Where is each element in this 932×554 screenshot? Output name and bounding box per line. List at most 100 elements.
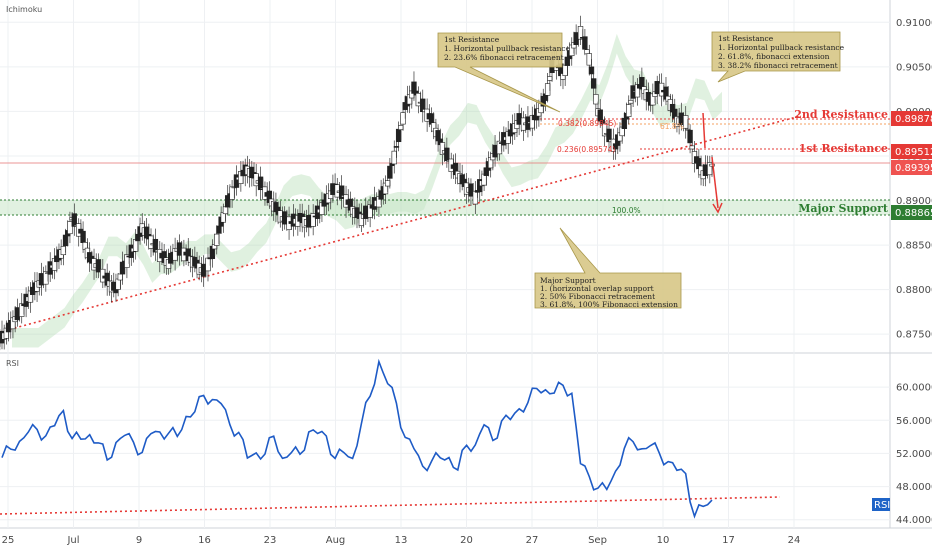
candle-body [216, 225, 222, 234]
rsi-pane[interactable] [0, 354, 890, 528]
candle-body [709, 163, 715, 167]
support-note[interactable]: Major Support 1. (horizontal overlap sup… [534, 227, 682, 309]
rsi-tick-label: 48.0000 [896, 482, 932, 493]
candle-body [584, 49, 590, 55]
candle-body [562, 64, 568, 76]
ascending-trendline[interactable] [0, 115, 801, 333]
resistance-note-right-line-1: 1st Resistance [718, 34, 774, 43]
candle-body [14, 307, 21, 321]
candle-body [60, 246, 67, 256]
resistance-note-right[interactable]: 1st Resistance 1. Horizontal pullback re… [711, 31, 845, 83]
candle-body [395, 128, 402, 143]
support-note-line-4: 3. 61.8%, 100% Fibonacci extension [540, 300, 678, 309]
fib-236-label: 0.236(0.89574) [557, 145, 615, 154]
candle-body [687, 129, 693, 144]
candle-body [398, 125, 404, 130]
price-axis[interactable]: 0.910000.905000.900000.895000.890000.885… [896, 18, 932, 341]
time-tick-label: 17 [722, 535, 735, 546]
candle-body [253, 173, 259, 187]
time-tick-label: 20 [460, 535, 473, 546]
candle-body [214, 233, 220, 246]
first-resistance-value: 0.89512 [895, 147, 932, 158]
time-tick-label: 13 [395, 535, 408, 546]
time-tick-label: 16 [198, 535, 211, 546]
candle-body [176, 242, 183, 256]
support-zone [0, 200, 890, 215]
drop-arrow-head [712, 202, 723, 214]
time-tick-label: Jul [66, 535, 79, 546]
resistance-note-left-line-1: 1st Resistance [444, 35, 500, 44]
rsi-tag-label: RSI [874, 500, 890, 511]
candle-body [654, 81, 660, 95]
resistance-note-right-line-3: 2. 61.8%, fibonacci extension [718, 52, 830, 61]
price-candles [0, 15, 715, 351]
candle-body [62, 234, 69, 247]
candle-body [544, 83, 551, 96]
time-tick-label: 9 [136, 535, 142, 546]
candle-body [233, 174, 240, 188]
fib-618-label: 61.8% [660, 122, 684, 131]
candle-body [415, 93, 422, 107]
resistance-note-right-line-2: 1. Horizontal pullback resistance [718, 43, 845, 52]
candle-body [582, 36, 588, 50]
candle-body [100, 268, 106, 283]
current-price-tag: 0.89395 [891, 160, 932, 175]
resistance-note-left-line-2: 1. Horizontal pullback resistance [444, 44, 571, 53]
candle-body [472, 190, 479, 205]
candle-body [80, 230, 86, 244]
support-note-line-2: 1. (horizontal overlap support [540, 284, 654, 293]
rsi-tick-label: 60.0000 [896, 383, 932, 394]
candle-body [586, 53, 592, 66]
rsi-trendline[interactable] [0, 496, 781, 515]
second-resistance-value: 0.89878 [895, 114, 932, 125]
support-note-line-1: Major Support [540, 276, 596, 285]
rsi-series-group [1, 358, 713, 519]
major-support-value: 0.88865 [895, 208, 932, 219]
rsi-axis[interactable]: 60.0000 56.0000 52.0000 48.0000 44.0000 [896, 383, 932, 527]
candle-body [384, 180, 391, 187]
drop-arrow-upper [702, 112, 706, 149]
current-price-value: 0.89395 [895, 163, 932, 174]
candle-body [132, 239, 139, 252]
first-resistance-tag: 0.89512 [891, 144, 932, 159]
candle-body [400, 112, 406, 125]
ichimoku-indicator-label[interactable]: Ichimoku [6, 5, 42, 14]
candle-body [393, 146, 400, 148]
time-tick-label: 25 [2, 535, 15, 546]
first-resistance-label: 1st Resistance [799, 142, 888, 155]
candle-body [621, 117, 628, 129]
time-tick-label: 23 [264, 535, 277, 546]
candle-body [117, 273, 124, 281]
fib-382-label: 0.382(0.89845) [558, 119, 616, 128]
resistance-note-left-line-3: 2. 23.6% fibonacci retracement [444, 53, 564, 62]
rsi-tick-label: 56.0000 [896, 416, 932, 427]
major-support-label: Major Support [798, 202, 889, 215]
candle-body [391, 150, 397, 165]
rsi-tag: RSI [872, 498, 890, 511]
resistance-note-left[interactable]: 1st Resistance 1. Horizontal pullback re… [437, 32, 571, 113]
time-tick-label: 10 [657, 535, 670, 546]
resistance-note-right-line-4: 3. 38.2% fibonacci retracement [718, 61, 838, 70]
rsi-line [1, 358, 713, 519]
rsi-tick-label: 52.0000 [896, 449, 932, 460]
second-resistance-tag: 0.89878 [891, 111, 932, 126]
candle-body [593, 94, 599, 105]
time-tick-label: 24 [788, 535, 801, 546]
candle-body [148, 235, 154, 249]
rsi-tick-label: 44.0000 [896, 515, 932, 526]
candle-body [626, 104, 632, 117]
candle-body [229, 186, 235, 200]
time-axis[interactable]: 25 Jul 9 16 23 Aug 13 20 27 Sep 10 17 24 [2, 535, 801, 546]
candle-body [683, 115, 689, 129]
major-support-tag: 0.88865 [891, 205, 932, 220]
candle-body [222, 206, 229, 215]
candle-body [387, 165, 393, 179]
rsi-indicator-label[interactable]: RSI [6, 359, 19, 368]
candle-body [547, 76, 553, 81]
candle-body [115, 278, 121, 290]
